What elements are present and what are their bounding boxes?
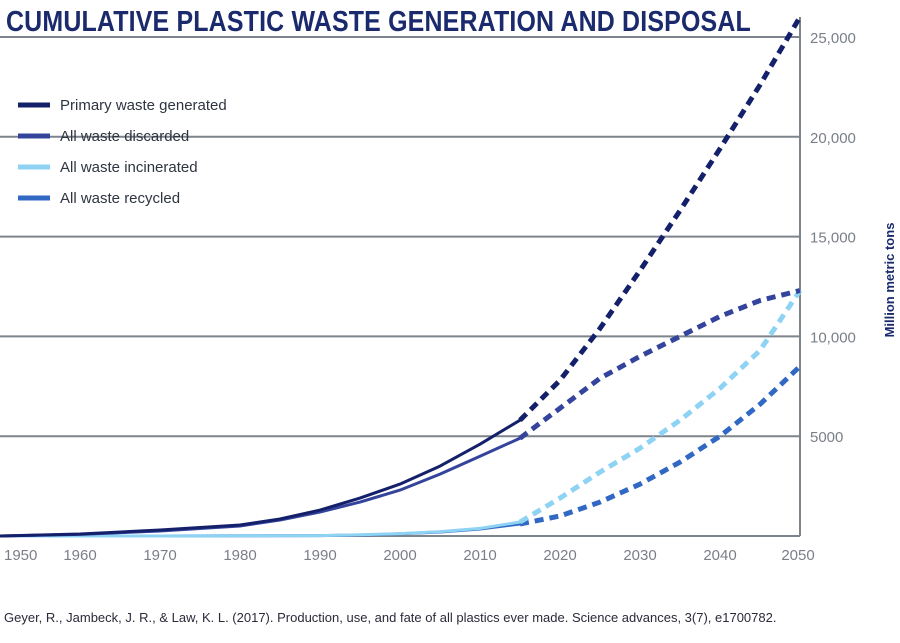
x-tick-label: 1960 <box>63 547 96 564</box>
y-tick-label: 25,000 <box>810 30 856 47</box>
legend-label: All waste recycled <box>60 190 180 207</box>
y-axis-label: Million metric tons <box>882 223 897 338</box>
legend: Primary waste generated All waste discard… <box>18 97 227 207</box>
x-tick-label: 2040 <box>703 547 736 564</box>
legend-label: All waste discarded <box>60 128 189 145</box>
legend-label: Primary waste generated <box>60 97 227 114</box>
citation: Geyer, R., Jambeck, J. R., & Law, K. L. … <box>4 610 777 625</box>
x-tick-label: 1990 <box>303 547 336 564</box>
series-lines <box>0 15 803 538</box>
chart-title: CUMULATIVE PLASTIC WASTE GENERATION AND … <box>6 6 751 38</box>
y-tick-label: 10,000 <box>810 329 856 346</box>
y-tick-label: 20,000 <box>810 130 856 147</box>
x-tick-label: 1950 <box>4 547 37 564</box>
x-tick-label: 2010 <box>463 547 496 564</box>
series-projection-primary-waste-generated <box>518 15 803 422</box>
x-tick-label: 1980 <box>223 547 256 564</box>
series-projection-all-waste-recycled <box>519 364 802 527</box>
x-tick-label: 2050 <box>781 547 814 564</box>
x-tick-label: 2020 <box>543 547 576 564</box>
series-line-all-waste-incinerated <box>0 520 522 538</box>
series-line-primary-waste-generated <box>0 418 522 538</box>
x-tick-label: 1970 <box>143 547 176 564</box>
grid-lines <box>0 17 801 537</box>
series-projection-all-waste-incinerated <box>518 289 803 525</box>
x-tick-label: 2030 <box>623 547 656 564</box>
y-tick-label: 15,000 <box>810 230 856 247</box>
series-projection-all-waste-discarded <box>518 288 801 441</box>
y-axis-ticks: 5000 10,000 15,000 20,000 25,000 <box>810 30 856 446</box>
x-axis-ticks: 1950 1960 1970 1980 1990 2000 2010 2020 2030 2040… <box>4 547 815 564</box>
x-tick-label: 2000 <box>383 547 416 564</box>
y-tick-label: 5000 <box>810 429 843 446</box>
legend-label: All waste incinerated <box>60 159 198 176</box>
